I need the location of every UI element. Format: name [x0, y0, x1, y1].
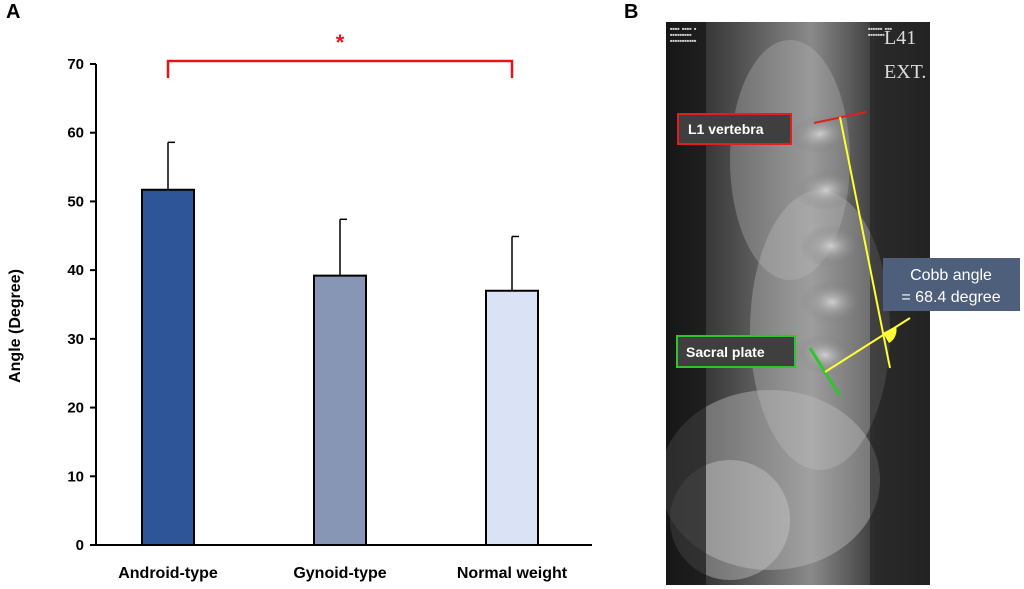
sacral-plate-label: Sacral plate: [676, 335, 796, 368]
category-labels: Android-type Gynoid-type Normal weight: [118, 565, 568, 582]
panel-a-label: A: [6, 1, 20, 23]
significance-bracket: *: [166, 30, 514, 78]
bars: [141, 141, 539, 547]
svg-text:■■■■■■■■■■■: ■■■■■■■■■■■: [670, 39, 697, 44]
svg-text:L1 vertebra: L1 vertebra: [688, 121, 764, 137]
category-label: Normal weight: [457, 565, 568, 582]
svg-text:■■■■■■■: ■■■■■■■: [868, 33, 885, 38]
svg-text:Sacral plate: Sacral plate: [686, 344, 765, 360]
bar-chart: Angle (Degree) 0 10 20 30 40 50 60 70 Android-t…: [7, 30, 592, 582]
bar-normal-weight: [485, 289, 539, 546]
category-label: Gynoid-type: [293, 565, 386, 582]
y-tick-label: 30: [67, 331, 84, 348]
cobb-angle-marker: [883, 326, 897, 343]
significance-line: [166, 59, 514, 78]
category-label: Android-type: [118, 565, 218, 582]
xray-corner-text-1: L41: [884, 27, 916, 49]
significance-star: *: [336, 30, 345, 55]
svg-text:■■■■■■ ■■■: ■■■■■■ ■■■: [868, 27, 893, 32]
l1-perpendicular-line: [839, 116, 891, 369]
svg-text:■■■■■■■■■: ■■■■■■■■■: [670, 33, 692, 38]
panel-b-label: B: [624, 1, 638, 23]
bar-gynoid-type: [313, 274, 367, 546]
y-tick-label: 0: [76, 537, 84, 554]
svg-text:Cobb angle: Cobb angle: [910, 267, 992, 284]
y-tick-label: 50: [67, 193, 84, 210]
bar-android-type: [141, 188, 195, 547]
l1-vertebra-label: L1 vertebra: [677, 113, 792, 145]
svg-text:= 68.4 degree: = 68.4 degree: [901, 289, 1000, 306]
y-axis-title: Angle (Degree): [7, 269, 24, 383]
y-tick-label: 60: [67, 125, 84, 142]
y-tick-label: 70: [67, 56, 84, 73]
y-tick-label: 40: [67, 262, 84, 279]
svg-text:■■■■ ■■■■ ■: ■■■■ ■■■■ ■: [670, 27, 697, 32]
cobb-angle-callout: Cobb angle = 68.4 degree: [883, 258, 1020, 311]
y-tick-label: 20: [67, 400, 84, 417]
y-axis-ticks: 0 10 20 30 40 50 60 70: [67, 56, 96, 554]
xray-image: ■■■■ ■■■■ ■ ■■■■■■■■■ ■■■■■■■■■■■ ■■■■■■…: [666, 22, 930, 585]
y-tick-label: 10: [67, 468, 84, 485]
xray-corner-text-2: EXT.: [884, 61, 926, 83]
